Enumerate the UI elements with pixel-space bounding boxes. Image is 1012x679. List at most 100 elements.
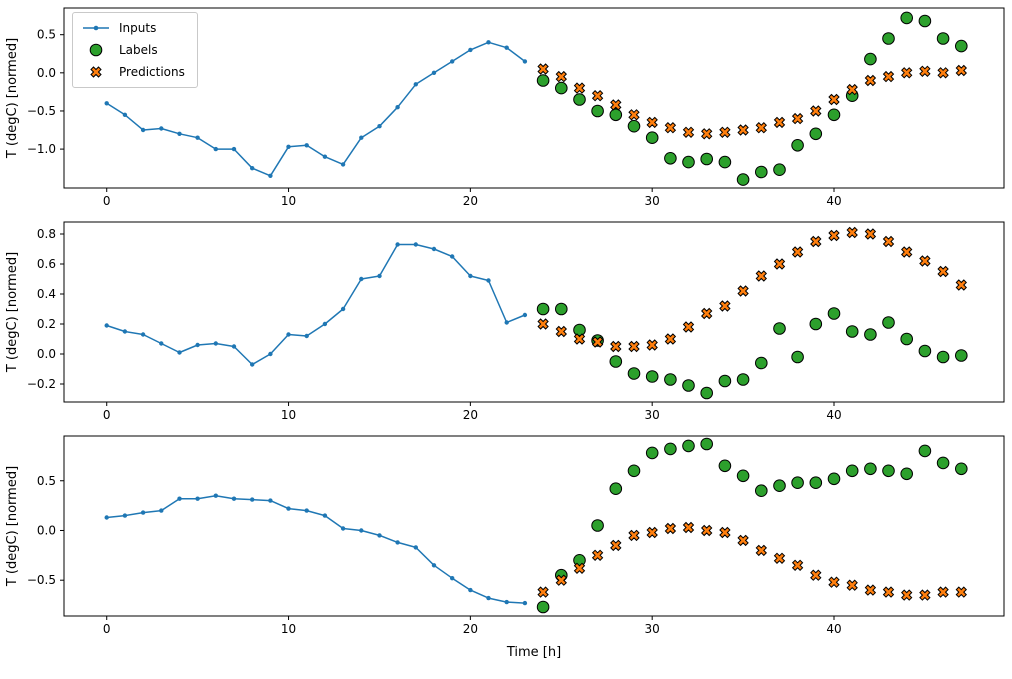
x-tick-label: 0 xyxy=(103,194,111,208)
labels-circle-marker xyxy=(736,469,750,483)
labels-circle-marker xyxy=(936,32,950,45)
labels-circle-marker xyxy=(609,482,623,496)
labels-circle-marker xyxy=(900,11,914,25)
inputs-dot-marker xyxy=(177,131,182,136)
x-tick-label: 40 xyxy=(826,622,841,636)
predictions-x-marker xyxy=(555,70,567,83)
inputs-dot-marker xyxy=(195,342,200,348)
labels-circle-marker xyxy=(955,462,968,476)
series-inputs xyxy=(104,242,528,367)
predictions-x-marker xyxy=(955,586,967,598)
labels-circle-marker xyxy=(900,467,914,481)
inputs-dot-marker xyxy=(140,332,146,337)
predictions-x-marker xyxy=(628,109,640,121)
inputs-dot-marker xyxy=(250,166,255,171)
labels-circle-marker xyxy=(664,152,677,165)
inputs-dot-marker xyxy=(322,321,328,327)
inputs-dot-marker xyxy=(104,515,109,520)
labels-circle-marker xyxy=(755,165,768,179)
inputs-dot-marker xyxy=(486,278,491,283)
inputs-dot-marker xyxy=(268,498,273,503)
labels-circle-marker xyxy=(536,302,550,316)
inputs-dot-marker xyxy=(304,333,309,339)
predictions-x-marker xyxy=(555,325,567,338)
labels-circle-marker xyxy=(700,152,714,166)
predictions-x-marker xyxy=(864,74,877,87)
series-predictions xyxy=(537,226,967,353)
predictions-x-marker xyxy=(646,339,658,351)
labels-circle-marker xyxy=(645,131,659,144)
labels-circle-marker xyxy=(718,374,732,388)
labels-circle-marker xyxy=(791,350,804,364)
predictions-x-marker xyxy=(591,549,604,561)
inputs-dot-marker xyxy=(213,341,218,346)
x-axis-label: Time [h] xyxy=(506,645,561,660)
predictions-x-marker xyxy=(828,576,840,588)
x-tick-label: 30 xyxy=(645,408,660,422)
inputs-dot-marker xyxy=(304,508,309,513)
predictions-x-marker xyxy=(791,246,804,258)
predictions-x-marker xyxy=(882,586,895,598)
series-inputs xyxy=(104,40,528,178)
labels-circle-marker xyxy=(882,464,895,478)
labels-circle-marker xyxy=(864,328,877,341)
labels-circle-marker xyxy=(664,373,677,386)
predictions-x-marker xyxy=(591,90,604,102)
predictions-x-marker xyxy=(773,552,786,564)
labels-circle-marker xyxy=(627,367,641,380)
predictions-x-marker xyxy=(646,116,658,129)
labels-circle-marker xyxy=(700,437,714,451)
x-tick-label: 20 xyxy=(463,194,478,208)
predictions-x-marker xyxy=(828,229,840,242)
inputs-dot-marker xyxy=(286,144,291,149)
labels-circle-marker xyxy=(918,444,932,458)
inputs-dot-marker xyxy=(322,154,328,159)
predictions-x-marker xyxy=(901,246,913,258)
predictions-x-marker xyxy=(828,93,840,106)
inputs-dot-marker xyxy=(413,242,418,247)
predictions-x-marker xyxy=(937,586,949,598)
predictions-x-marker xyxy=(573,333,586,345)
y-tick-label: −0.2 xyxy=(27,377,56,391)
inputs-dot-marker xyxy=(250,497,255,502)
inputs-dot-marker xyxy=(250,362,255,367)
series-predictions xyxy=(537,63,967,140)
labels-circle-marker xyxy=(755,356,768,370)
inputs-dot-marker xyxy=(195,135,200,140)
predictions-x-marker xyxy=(664,333,677,345)
labels-circle-marker xyxy=(682,155,695,169)
predictions-x-marker xyxy=(882,70,895,83)
x-tick-label: 0 xyxy=(103,622,111,636)
predictions-x-marker xyxy=(719,126,731,138)
y-axis-label: T (degC) [normed] xyxy=(5,38,20,159)
y-tick-label: −0.5 xyxy=(27,573,56,587)
labels-circle-marker xyxy=(573,323,586,337)
predictions-x-marker xyxy=(682,321,695,333)
y-tick-label: 0.6 xyxy=(37,257,56,271)
inputs-dot-marker xyxy=(395,105,400,110)
inputs-dot-marker xyxy=(377,124,382,129)
labels-circle-marker xyxy=(882,316,895,329)
predictions-x-marker xyxy=(810,105,822,117)
inputs-dot-marker xyxy=(213,146,218,152)
predictions-x-marker xyxy=(901,589,913,601)
x-tick-label: 10 xyxy=(281,622,296,636)
y-tick-label: −1.0 xyxy=(27,142,56,156)
inputs-dot-marker xyxy=(450,59,455,64)
predictions-x-marker xyxy=(846,579,858,591)
labels-circle-marker xyxy=(555,302,568,316)
predictions-x-swatch-icon xyxy=(90,66,102,78)
inputs-dot-marker xyxy=(104,101,109,106)
predictions-x-marker xyxy=(719,526,731,539)
labels-circle-marker xyxy=(809,127,823,141)
inputs-dot-marker xyxy=(140,510,146,515)
labels-circle-marker xyxy=(536,600,550,614)
inputs-line xyxy=(106,41,526,177)
labels-circle-marker xyxy=(936,350,950,364)
axes-frame xyxy=(63,7,1005,189)
inputs-dot-marker xyxy=(159,341,164,346)
labels-circle-marker xyxy=(882,32,895,45)
labels-circle-marker xyxy=(645,446,659,460)
inputs-dot-marker xyxy=(231,496,237,501)
y-tick-label: 0.4 xyxy=(37,287,56,301)
